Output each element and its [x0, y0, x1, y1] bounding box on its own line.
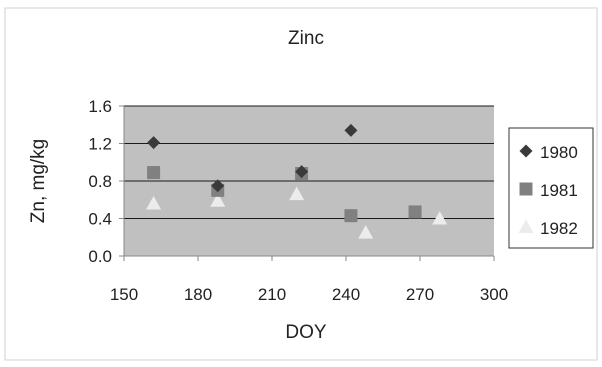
- y-tick-label: 0.4: [88, 210, 112, 229]
- y-axis-title: Zn, mg/kg: [28, 139, 49, 223]
- x-tick-label: 210: [258, 285, 286, 304]
- legend-marker-1982: [518, 219, 534, 233]
- y-tick-labels: 0.0 0.4 0.8 1.2 1.6: [88, 97, 124, 266]
- data-point-1982: [358, 225, 374, 239]
- data-markers: [146, 123, 448, 239]
- legend-label-1982: 1982: [540, 219, 578, 238]
- data-point-1980: [295, 165, 309, 179]
- x-tick-label: 270: [406, 285, 434, 304]
- legend: 1980 1981 1982: [508, 127, 594, 249]
- legend-label-1981: 1981: [540, 181, 578, 200]
- legend-label-1980: 1980: [540, 143, 578, 162]
- legend-marker-1980: [519, 144, 533, 158]
- y-tick-label: 0.8: [88, 172, 112, 191]
- x-tick-label: 240: [332, 285, 360, 304]
- data-point-1982: [432, 211, 448, 225]
- x-tick-label: 180: [184, 285, 212, 304]
- data-point-1980: [211, 179, 225, 193]
- data-point-1981: [344, 209, 358, 223]
- legend-marker-1981: [519, 182, 533, 196]
- y-tick-label: 1.2: [88, 135, 112, 154]
- data-point-1981: [147, 166, 161, 180]
- data-point-1980: [147, 136, 161, 150]
- x-tick-label: 150: [110, 285, 138, 304]
- x-axis-title: DOY: [285, 322, 327, 343]
- y-tick-label: 0.0: [88, 247, 112, 266]
- x-tick-labels: 150 180 210 240 270 300: [110, 256, 508, 304]
- data-point-1980: [344, 123, 358, 137]
- data-point-1982: [210, 193, 226, 207]
- gridlines: [124, 105, 494, 219]
- chart-title: Zinc: [288, 28, 324, 49]
- x-tick-label: 300: [480, 285, 508, 304]
- y-tick-label: 1.6: [88, 97, 112, 116]
- data-point-1982: [289, 186, 305, 201]
- data-point-1982: [146, 196, 162, 210]
- data-point-1981: [408, 205, 422, 219]
